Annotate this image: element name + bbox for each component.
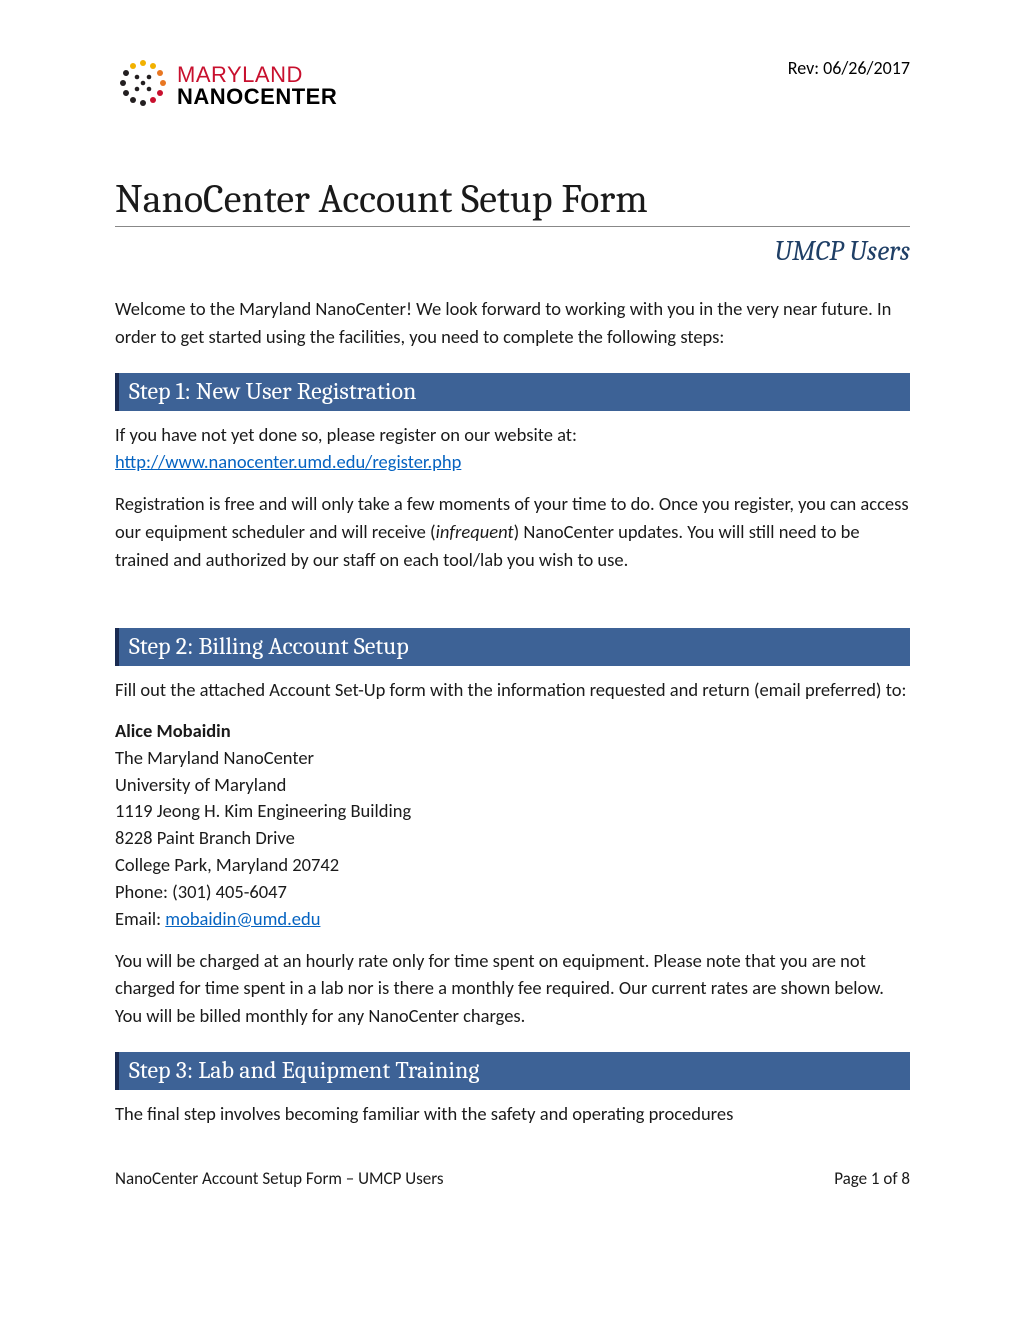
contact-univ: University of Maryland — [115, 773, 286, 796]
step-2-para-2: You will be charged at an hourly rate on… — [115, 947, 910, 1030]
step-3-heading: Step 3: Lab and Equipment Training — [115, 1052, 910, 1090]
footer-right: Page 1 of 8 — [834, 1168, 910, 1189]
page-title: NanoCenter Account Setup Form — [115, 176, 910, 227]
logo-text: MARYLAND NANOCENTER — [177, 64, 337, 108]
revision-date: Rev: 06/26/2017 — [788, 57, 910, 79]
step-1-heading: Step 1: New User Registration — [115, 373, 910, 411]
contact-block: Alice Mobaidin The Maryland NanoCenter U… — [115, 718, 910, 933]
step-2-para-1: Fill out the attached Account Set-Up for… — [115, 676, 910, 704]
document-page: MARYLAND NANOCENTER Rev: 06/26/2017 Nano… — [0, 0, 1020, 1229]
logo-line2: NANOCENTER — [177, 86, 337, 108]
step-1-para-1: If you have not yet done so, please regi… — [115, 421, 910, 477]
intro-paragraph: Welcome to the Maryland NanoCenter! We l… — [115, 295, 910, 351]
contact-email-label: Email: — [115, 907, 165, 930]
footer: NanoCenter Account Setup Form – UMCP Use… — [115, 1168, 910, 1189]
logo-ring-icon — [115, 55, 171, 116]
contact-email-link[interactable]: mobaidin@umd.edu — [165, 907, 320, 930]
contact-addr2: 8228 Paint Branch Drive — [115, 826, 295, 849]
step-3-para-1: The final step involves becoming familia… — [115, 1100, 910, 1128]
header: MARYLAND NANOCENTER Rev: 06/26/2017 — [115, 55, 910, 116]
contact-name: Alice Mobaidin — [115, 719, 231, 742]
step-1-para-2: Registration is free and will only take … — [115, 490, 910, 573]
step-1-para-2-italic: infrequent — [436, 520, 514, 543]
subtitle: UMCP Users — [115, 235, 910, 267]
logo: MARYLAND NANOCENTER — [115, 55, 337, 116]
registration-link[interactable]: http://www.nanocenter.umd.edu/register.p… — [115, 450, 461, 473]
contact-phone: Phone: (301) 405-6047 — [115, 880, 287, 903]
contact-addr1: 1119 Jeong H. Kim Engineering Building — [115, 799, 411, 822]
step-2-heading: Step 2: Billing Account Setup — [115, 628, 910, 666]
footer-left: NanoCenter Account Setup Form – UMCP Use… — [115, 1168, 444, 1189]
contact-city: College Park, Maryland 20742 — [115, 853, 339, 876]
step-1-para-1-text: If you have not yet done so, please regi… — [115, 423, 577, 446]
contact-org: The Maryland NanoCenter — [115, 746, 314, 769]
logo-line1: MARYLAND — [177, 64, 337, 86]
